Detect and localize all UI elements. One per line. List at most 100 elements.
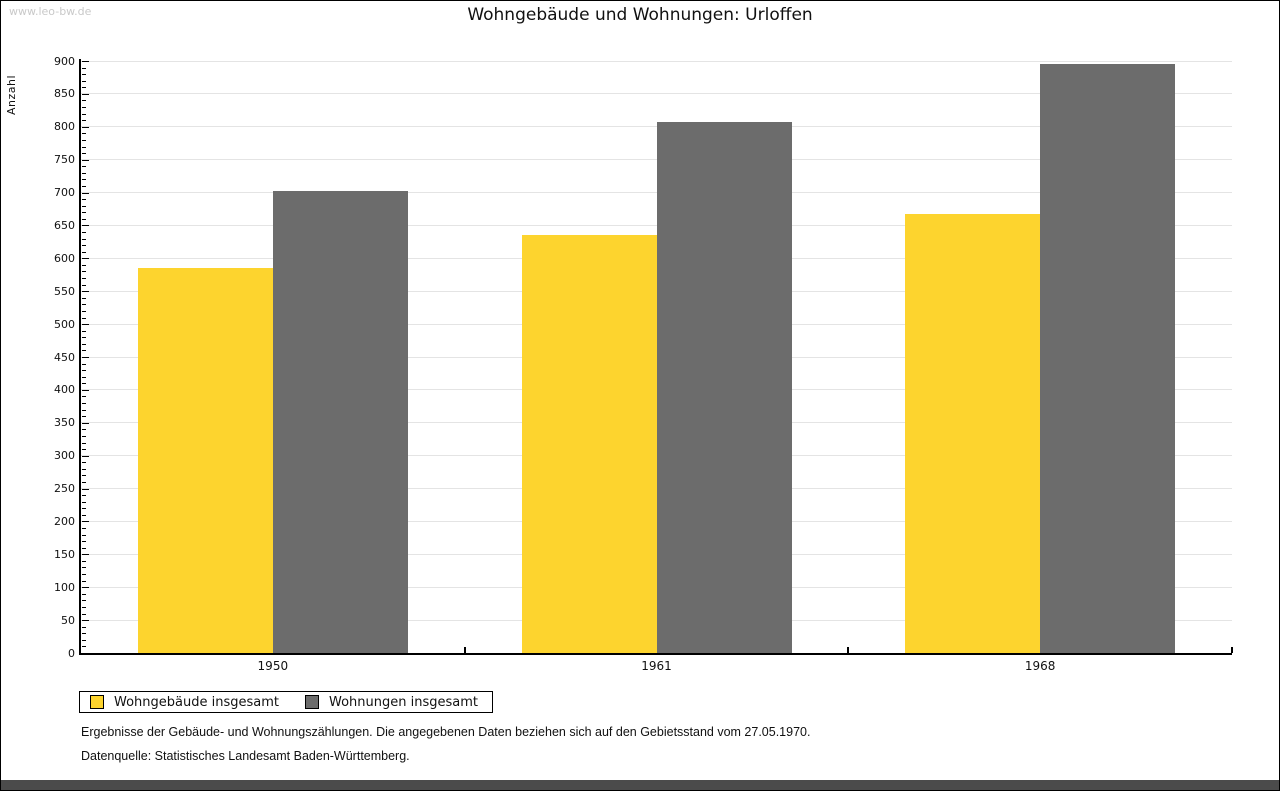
y-minor-tick <box>82 646 86 648</box>
y-minor-tick <box>82 100 86 102</box>
y-tick-label: 0 <box>68 646 75 660</box>
footnotes: Ergebnisse der Gebäude- und Wohnungszähl… <box>81 725 810 773</box>
y-major-tick <box>82 324 89 326</box>
y-minor-tick <box>82 396 86 398</box>
y-minor-tick <box>82 330 86 332</box>
gridline <box>81 60 1232 62</box>
bar-wohnungen-1968 <box>1040 63 1176 653</box>
y-minor-tick <box>82 67 86 69</box>
y-minor-tick <box>82 107 86 109</box>
y-minor-tick <box>82 567 86 569</box>
y-minor-tick <box>82 501 86 503</box>
y-minor-tick <box>82 403 86 405</box>
y-minor-tick <box>82 310 86 312</box>
watermark: www.leo-bw.de <box>9 5 92 18</box>
y-major-tick <box>82 159 89 161</box>
y-minor-tick <box>82 633 86 635</box>
y-major-tick <box>82 126 89 128</box>
y-tick-label: 200 <box>54 514 75 528</box>
y-tick-label: 700 <box>54 186 75 200</box>
y-minor-tick <box>82 284 86 286</box>
y-minor-tick <box>82 376 86 378</box>
y-minor-tick <box>82 606 86 608</box>
y-minor-tick <box>82 245 86 247</box>
x-axis-line <box>79 653 1232 655</box>
y-tick-label: 450 <box>54 350 75 364</box>
y-minor-tick <box>82 337 86 339</box>
y-minor-tick <box>82 179 86 181</box>
y-minor-tick <box>82 120 86 122</box>
y-minor-tick <box>82 278 86 280</box>
y-tick-label: 150 <box>54 547 75 561</box>
y-minor-tick <box>82 113 86 115</box>
x-tick <box>463 647 466 653</box>
y-axis-line <box>79 59 81 655</box>
y-minor-tick <box>82 481 86 483</box>
y-minor-tick <box>82 166 86 168</box>
y-minor-tick <box>82 626 86 628</box>
y-tick-label: 850 <box>54 87 75 101</box>
y-minor-tick <box>82 271 86 273</box>
y-tick-label: 650 <box>54 218 75 232</box>
y-minor-tick <box>82 574 86 576</box>
y-minor-tick <box>82 304 86 306</box>
bar-wohngebäude-1968 <box>905 214 1041 653</box>
y-tick-label: 50 <box>61 613 75 627</box>
y-major-tick <box>82 620 89 622</box>
y-tick-label: 800 <box>54 120 75 134</box>
y-minor-tick <box>82 370 86 372</box>
y-minor-tick <box>82 541 86 543</box>
y-minor-tick <box>82 508 86 510</box>
y-minor-tick <box>82 317 86 319</box>
y-minor-tick <box>82 199 86 201</box>
y-major-tick <box>82 455 89 457</box>
y-major-tick <box>82 291 89 293</box>
y-major-tick <box>82 554 89 556</box>
y-minor-tick <box>82 232 86 234</box>
y-minor-tick <box>82 172 86 174</box>
y-minor-tick <box>82 350 86 352</box>
y-tick-label: 600 <box>54 251 75 265</box>
x-tick <box>1231 647 1233 653</box>
y-minor-tick <box>82 185 86 187</box>
y-minor-tick <box>82 409 86 411</box>
y-minor-tick <box>82 435 86 437</box>
y-minor-tick <box>82 146 86 148</box>
y-minor-tick <box>82 547 86 549</box>
y-major-tick <box>82 258 89 260</box>
bar-wohngebäude-1950 <box>137 268 273 653</box>
bar-wohnungen-1950 <box>272 190 408 653</box>
y-minor-tick <box>82 429 86 431</box>
legend-label: Wohnungen insgesamt <box>329 694 478 710</box>
y-tick-label: 550 <box>54 284 75 298</box>
y-tick-label: 400 <box>54 383 75 397</box>
y-major-tick <box>82 389 89 391</box>
y-tick-label: 350 <box>54 416 75 430</box>
y-minor-tick <box>82 218 86 220</box>
y-minor-tick <box>82 528 86 530</box>
legend-swatch-icon <box>90 695 104 709</box>
legend-item: Wohngebäude insgesamt <box>90 695 279 710</box>
y-minor-tick <box>82 139 86 141</box>
y-major-tick <box>82 225 89 227</box>
y-minor-tick <box>82 580 86 582</box>
y-major-tick <box>82 61 89 62</box>
y-tick-label: 500 <box>54 317 75 331</box>
legend-item: Wohnungen insgesamt <box>305 695 478 710</box>
y-minor-tick <box>82 205 86 207</box>
y-tick-label: 900 <box>54 54 75 68</box>
y-minor-tick <box>82 468 86 470</box>
y-minor-tick <box>82 442 86 444</box>
y-minor-tick <box>82 534 86 536</box>
y-major-tick <box>82 587 89 589</box>
y-minor-tick <box>82 87 86 89</box>
y-minor-tick <box>82 593 86 595</box>
y-minor-tick <box>82 343 86 345</box>
y-tick-label: 250 <box>54 482 75 496</box>
y-minor-tick <box>82 251 86 253</box>
y-minor-tick <box>82 297 86 299</box>
window-bottom-bar <box>1 780 1279 790</box>
footnote-line: Ergebnisse der Gebäude- und Wohnungszähl… <box>81 725 811 739</box>
y-minor-tick <box>82 495 86 497</box>
